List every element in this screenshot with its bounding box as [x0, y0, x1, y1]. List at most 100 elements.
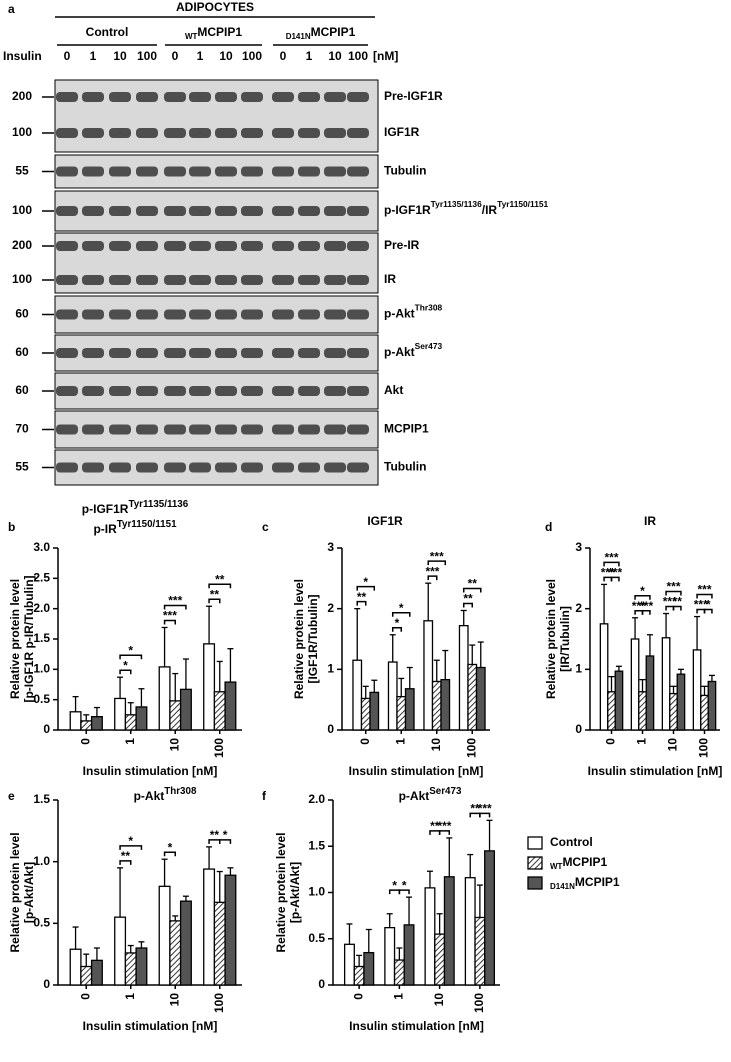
x-tick-label: 0	[78, 993, 92, 1000]
blot-band	[347, 275, 369, 285]
blot-band	[324, 424, 346, 435]
blot-band	[241, 309, 263, 320]
protein-label: Pre-IGF1R	[384, 89, 443, 103]
bar	[169, 920, 182, 986]
protein-label-part: IR	[384, 272, 396, 286]
significance-bracket	[119, 860, 132, 865]
blot-band	[324, 206, 346, 216]
blot-band	[324, 462, 346, 473]
blot-band	[164, 386, 186, 396]
chart-title: IGF1R	[367, 514, 403, 528]
bar	[396, 695, 407, 731]
bar	[213, 691, 226, 731]
significance-bracket	[696, 593, 713, 599]
y-axis-label: Relative protein level	[8, 832, 22, 952]
bar	[353, 965, 365, 986]
significance-label: **	[673, 595, 683, 609]
bar	[434, 933, 446, 986]
significance-label: *	[128, 643, 133, 657]
blot-band	[56, 275, 78, 285]
name-main: MCPIP1	[575, 875, 620, 889]
significance-bracket	[641, 610, 651, 615]
blot-band	[298, 424, 320, 435]
blot-band	[272, 386, 294, 396]
significance-bracket	[665, 590, 682, 596]
chart-title-part: p-Akt	[134, 789, 165, 803]
y-tick-label: 2	[575, 601, 582, 615]
significance-bracket	[356, 585, 376, 591]
significance-label: ***	[694, 598, 708, 612]
y-tick-label: 1	[575, 662, 582, 676]
blot-band	[109, 386, 131, 396]
blot-band	[136, 309, 158, 320]
blot-band	[189, 241, 211, 251]
mw-marker: 100	[12, 272, 32, 286]
significance-label: ***	[478, 802, 492, 816]
blot-band	[189, 128, 211, 138]
bar	[614, 670, 624, 731]
bar	[700, 694, 709, 731]
blot-band	[272, 309, 294, 320]
significance-label: ***	[639, 599, 653, 613]
blot-band	[164, 309, 186, 320]
blot-band	[82, 386, 104, 396]
y-tick-label: 1.0	[33, 854, 50, 868]
y-tick-label: 2.5	[33, 571, 50, 585]
bar	[90, 716, 103, 731]
blot-band	[136, 275, 158, 285]
name-main: MCPIP1	[562, 855, 607, 869]
significance-bracket	[634, 595, 651, 600]
blot-band	[82, 424, 104, 435]
significance-label: ***	[663, 595, 677, 609]
blot-band	[109, 206, 131, 216]
x-tick-label: 0	[78, 738, 92, 745]
bar	[169, 700, 182, 731]
y-tick-label: 2.0	[33, 601, 50, 615]
protein-label-part: Pre-IR	[384, 238, 420, 252]
dose-label: 10	[219, 49, 233, 63]
blot-band	[189, 206, 211, 216]
blot-band	[347, 92, 369, 102]
significance-label: **	[470, 802, 480, 816]
panel-letter: e	[8, 789, 15, 803]
significance-bracket	[119, 669, 132, 675]
significance-label: *	[363, 575, 368, 589]
blot-band	[56, 206, 78, 216]
bar	[114, 916, 127, 986]
blot-band	[215, 386, 237, 396]
protein-label: p-AktSer473	[384, 341, 442, 359]
x-tick-label: 1	[123, 738, 137, 745]
blot-band	[136, 462, 158, 473]
blot-band	[241, 462, 263, 473]
blot-band	[272, 424, 294, 435]
x-tick-label: 0	[351, 993, 365, 1000]
significance-label: *	[168, 840, 173, 854]
blot-band	[189, 462, 211, 473]
bar	[360, 697, 371, 731]
blot-band	[189, 348, 211, 358]
y-axis-label: [IGF1R/Tubulin]	[306, 594, 320, 683]
x-tick-label: 1	[393, 738, 407, 745]
y-axis-label: Relative protein level	[274, 832, 288, 952]
y-tick-label: 0	[318, 977, 325, 991]
blot-band	[215, 166, 237, 177]
bar	[90, 959, 103, 986]
blot-band	[56, 309, 78, 320]
blot-band	[189, 166, 211, 177]
bar	[213, 901, 226, 986]
blot-band	[109, 241, 131, 251]
bar	[114, 697, 127, 731]
blot-band	[215, 424, 237, 435]
blot-band	[189, 424, 211, 435]
protein-label: Akt	[384, 383, 403, 397]
bar	[80, 720, 93, 731]
x-tick-label: 10	[167, 738, 181, 752]
blot-band	[136, 424, 158, 435]
significance-label: ***	[632, 599, 646, 613]
blot-band	[56, 92, 78, 102]
blot-image	[54, 79, 379, 153]
legend-label: D141NMCPIP1	[550, 875, 620, 891]
blot-band	[241, 386, 263, 396]
